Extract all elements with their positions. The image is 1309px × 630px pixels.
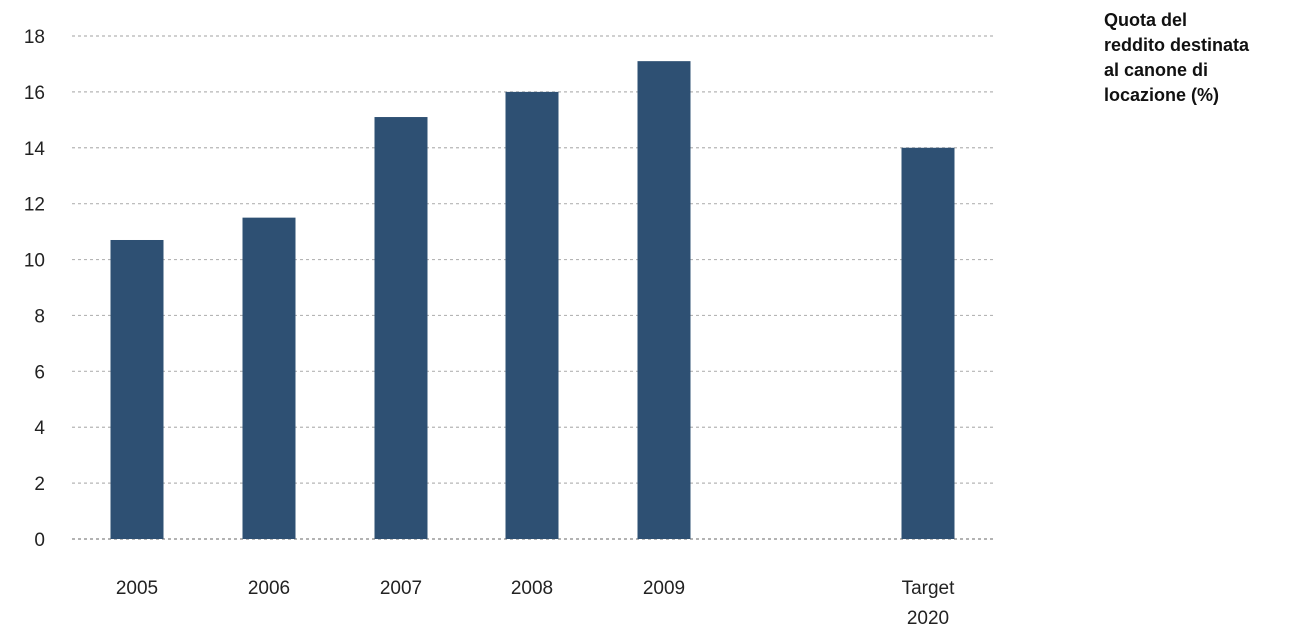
- bar-2007: [374, 117, 428, 540]
- bar-2009: [637, 61, 691, 540]
- bars: [110, 61, 955, 540]
- bar-target-2020: [901, 147, 955, 539]
- x-category-label: 2005: [116, 578, 158, 599]
- y-tick-label: 8: [34, 306, 45, 327]
- series-label-line: al canone di: [1104, 60, 1209, 80]
- bar-2005: [110, 239, 164, 539]
- x-category-label: 2008: [511, 578, 553, 599]
- x-category-label: Target 2020: [902, 578, 956, 629]
- series-label-line: locazione (%): [1104, 85, 1220, 105]
- bar-2006: [242, 217, 296, 539]
- y-tick-label: 2: [34, 474, 45, 495]
- bar-2008: [505, 91, 559, 539]
- y-tick-label: 12: [24, 195, 45, 216]
- y-tick-label: 14: [24, 139, 46, 160]
- y-tick-label: 0: [34, 530, 45, 551]
- x-category-label: 2007: [380, 578, 422, 599]
- y-tick-label: 4: [34, 418, 45, 439]
- series-label: Quota del reddito destinata al canone di…: [1104, 8, 1304, 108]
- series-label-line: Quota del: [1104, 10, 1188, 30]
- x-category-label: 2006: [248, 578, 290, 599]
- x-axis-category-labels: 2005 2006 2007 2008 2009 Target 2020: [116, 578, 955, 629]
- series-label-line: reddito destinata: [1104, 35, 1250, 55]
- y-tick-label: 18: [24, 27, 45, 48]
- y-tick-label: 16: [24, 83, 45, 104]
- y-axis-tick-labels: 0 2 4 6 8 10 12 14 16 18: [24, 27, 46, 551]
- gridlines: [72, 35, 995, 540]
- y-tick-label: 6: [34, 362, 45, 383]
- x-category-label: 2009: [643, 578, 685, 599]
- y-tick-label: 10: [24, 251, 45, 272]
